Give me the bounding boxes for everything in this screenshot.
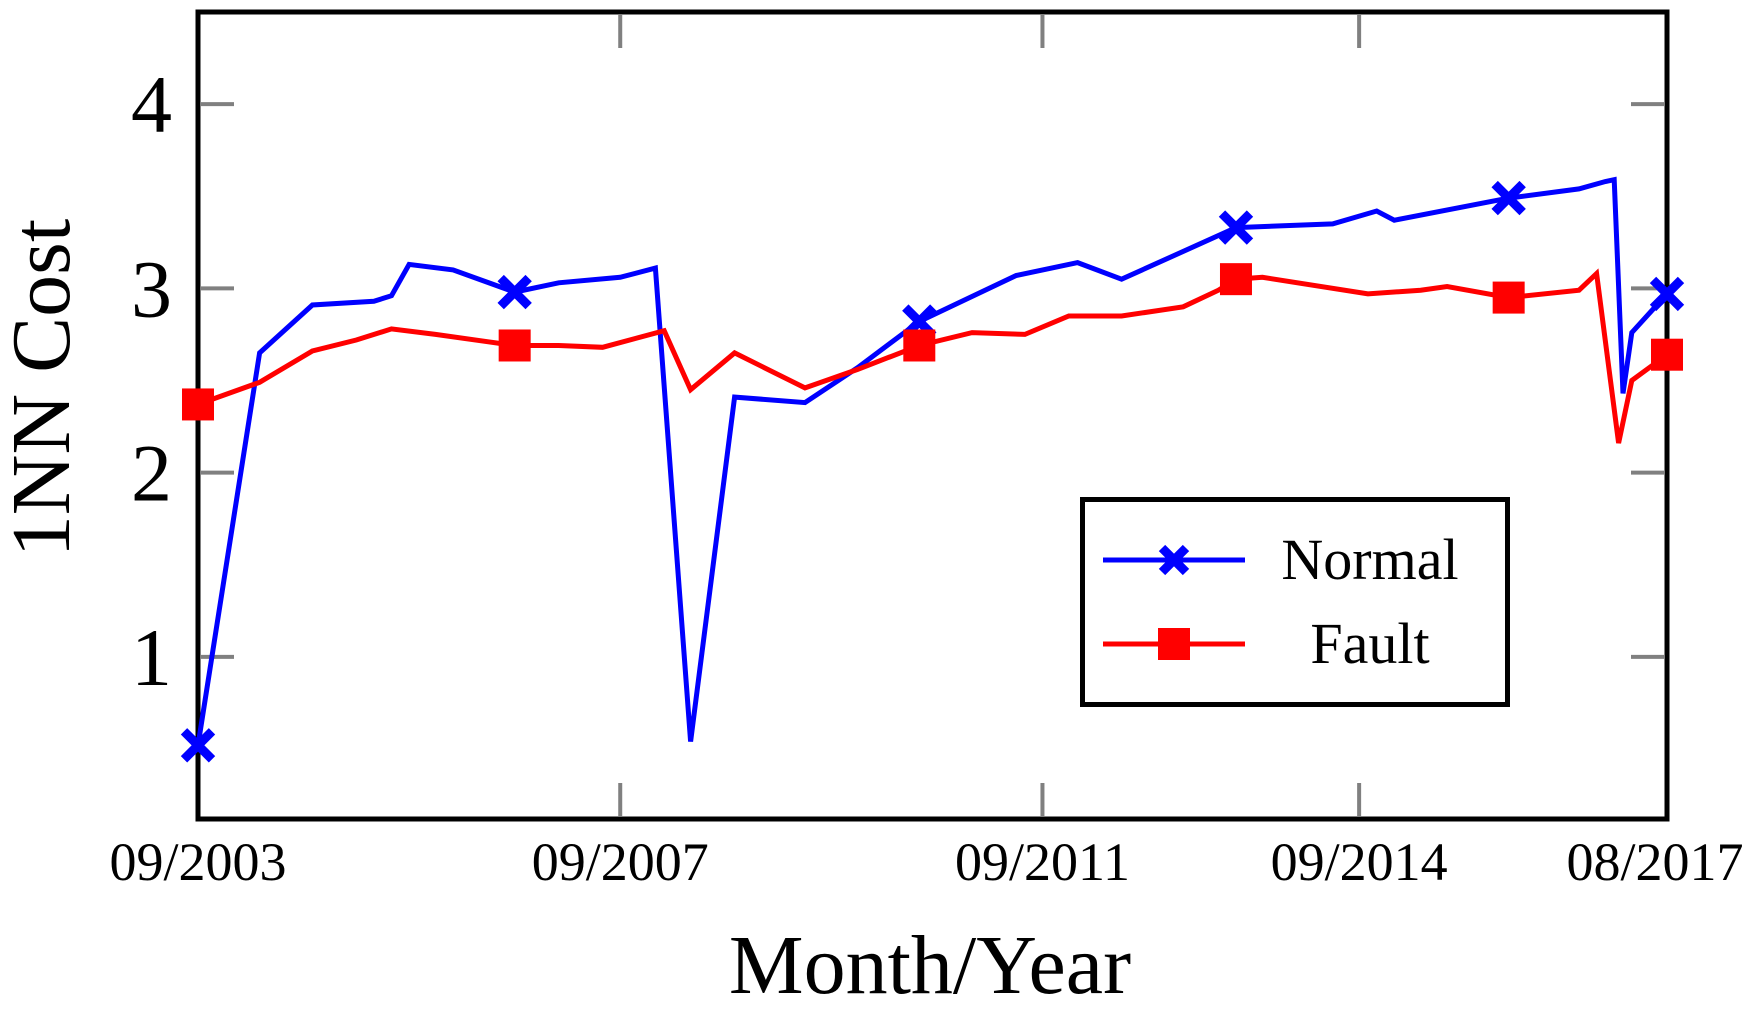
legend-item-normal: Normal: [1099, 531, 1491, 589]
normal-x-marker: [497, 274, 532, 310]
y-tick-label-1: 2: [131, 428, 172, 519]
square-marker-icon: [1158, 627, 1190, 660]
fault-series-line: [197, 268, 1669, 444]
normal-x-marker: [1649, 276, 1685, 312]
fault-square-marker: [1219, 263, 1252, 296]
fault-square-marker: [903, 329, 936, 362]
fault-square-marker: [182, 388, 214, 421]
y-tick-label-0: 1: [131, 612, 172, 703]
x-tick-label-1: 09/2007: [532, 832, 709, 892]
normal-x-marker: [1218, 210, 1254, 245]
normal-line-x-marker-sample: [1103, 545, 1245, 576]
normal-x-marker: [180, 728, 216, 763]
fault-square-marker: [498, 329, 531, 362]
fault-square-marker: [1651, 338, 1683, 371]
legend: Normal Fault: [1080, 497, 1510, 707]
x-tick-label-2: 09/2011: [955, 832, 1130, 892]
normal-series-line: [195, 176, 1669, 746]
y-axis-title: 1NN Cost: [0, 218, 88, 558]
fault-line-square-marker-sample: [1103, 627, 1245, 660]
y-tick-label-2: 3: [131, 243, 172, 334]
x-marker-icon: [1158, 545, 1190, 576]
legend-item-fault: Fault: [1099, 610, 1491, 676]
legend-label-fault: Fault: [1310, 610, 1430, 676]
fault-square-marker: [1492, 281, 1525, 314]
x-tick-label-0: 09/2003: [109, 832, 286, 892]
x-tick-label-3: 09/2014: [1271, 832, 1448, 892]
x-axis-title: Month/Year: [728, 919, 1132, 1012]
y-tick-label-3: 4: [131, 59, 172, 150]
x-tick-label-4: 08/2017: [1566, 832, 1743, 892]
normal-x-marker: [1491, 180, 1526, 216]
legend-label-normal: Normal: [1281, 527, 1459, 593]
